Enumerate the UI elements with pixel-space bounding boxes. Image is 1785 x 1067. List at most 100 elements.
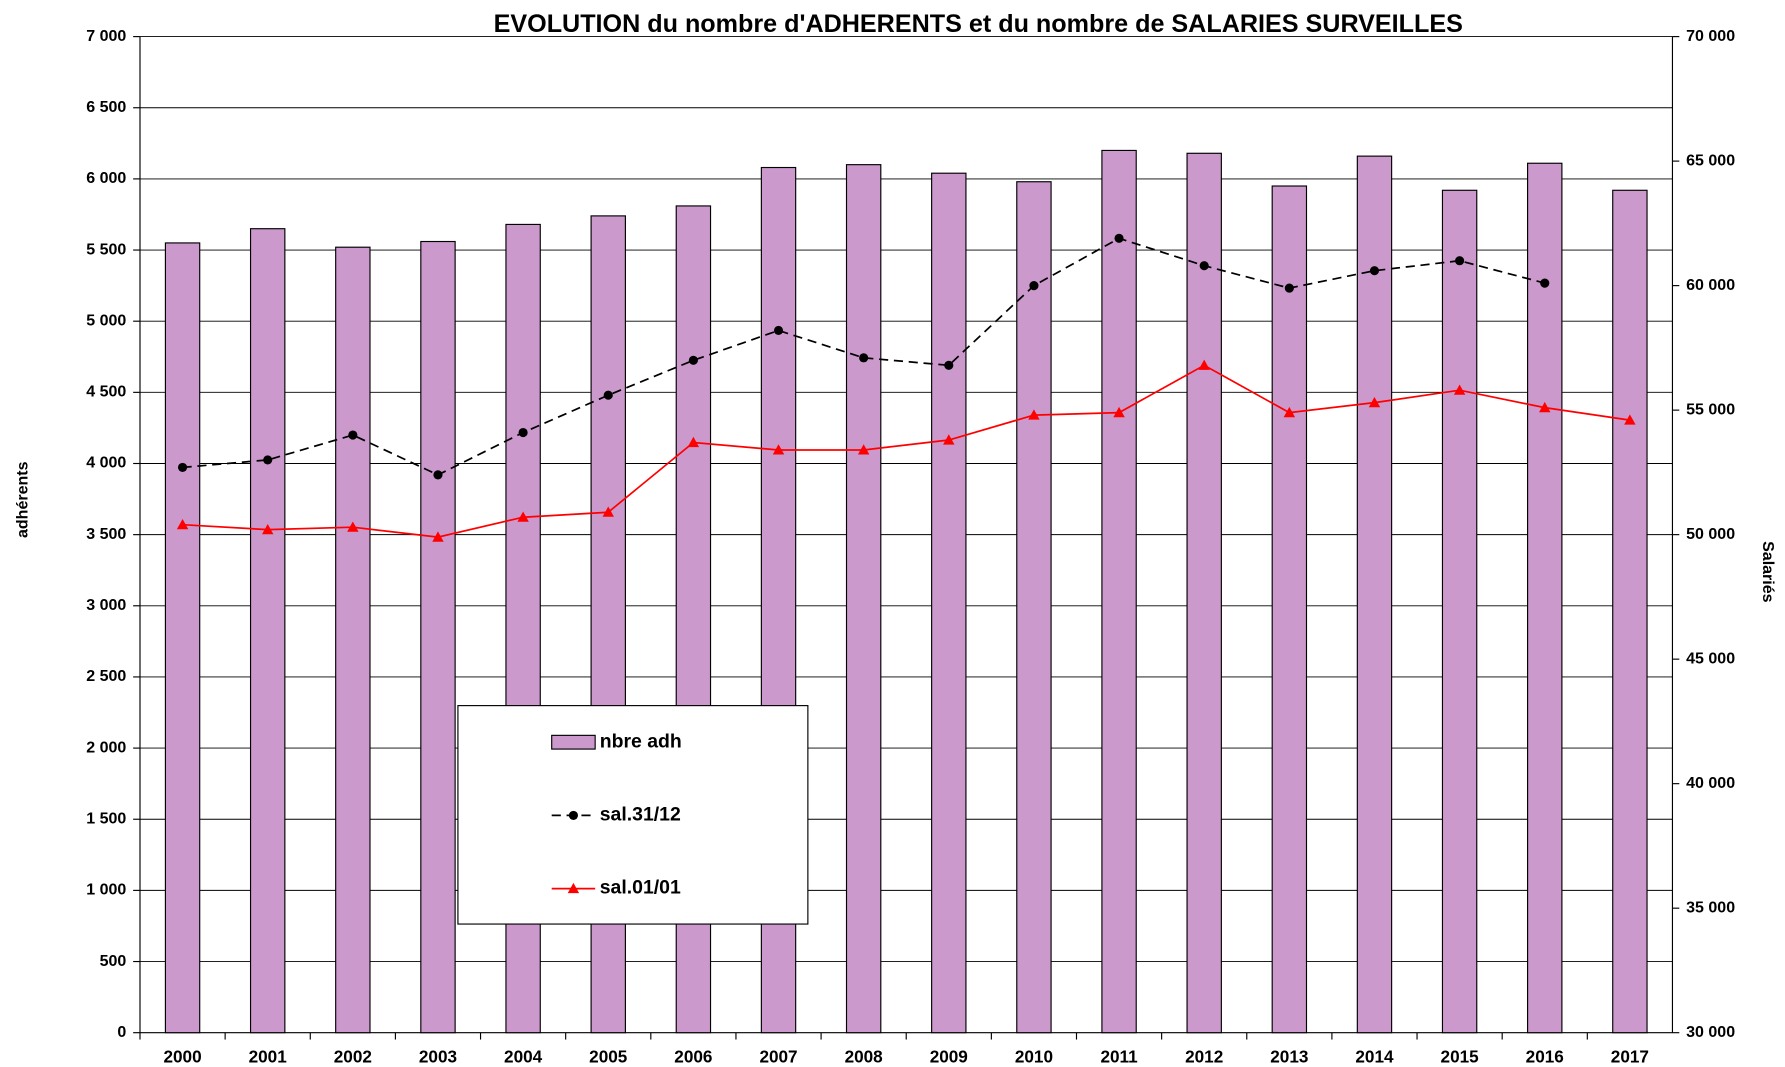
y-tick-label: 2 500 — [86, 668, 126, 685]
y2-tick-label: 55 000 — [1686, 401, 1735, 418]
y-tick-label: 4 000 — [86, 455, 126, 472]
legend-marker — [568, 810, 579, 820]
y-tick-label: 1 500 — [86, 810, 126, 827]
x-tick-label: 2015 — [1441, 1046, 1480, 1066]
x-tick-label: 2003 — [419, 1046, 457, 1066]
marker — [177, 462, 188, 472]
y2-tick-label: 65 000 — [1686, 152, 1735, 169]
y-tick-label: 1 000 — [86, 882, 126, 899]
marker — [602, 506, 614, 517]
chart-title: EVOLUTION du nombre d'ADHERENTS et du no… — [494, 10, 1463, 38]
marker — [261, 523, 274, 535]
x-tick-label: 2017 — [1611, 1046, 1649, 1066]
marker — [517, 511, 529, 522]
y2-tick-label: 45 000 — [1686, 650, 1735, 667]
x-tick-label: 2002 — [334, 1046, 372, 1066]
x-tick-label: 2008 — [845, 1046, 883, 1066]
x-tick-label: 2001 — [249, 1046, 288, 1066]
y-axis-label: adhérents — [15, 461, 32, 538]
y-tick-label: 6 500 — [86, 99, 126, 116]
y2-axis-label: Salariés — [1759, 541, 1776, 602]
marker — [687, 436, 700, 448]
bar — [931, 172, 967, 1034]
y-tick-label: 7 000 — [86, 28, 126, 45]
x-tick-label: 2005 — [589, 1046, 628, 1066]
legend-label: sal.31/12 — [600, 804, 681, 826]
x-tick-label: 2013 — [1270, 1046, 1308, 1066]
marker — [772, 444, 785, 455]
x-tick-label: 2007 — [759, 1046, 797, 1066]
marker — [432, 531, 444, 542]
y-tick-label: 500 — [100, 953, 127, 970]
marker — [1198, 359, 1210, 370]
marker — [1199, 261, 1209, 271]
marker — [1283, 406, 1296, 418]
y2-tick-label: 40 000 — [1686, 775, 1735, 792]
bar — [1441, 189, 1478, 1034]
legend-marker — [567, 882, 580, 894]
marker — [859, 353, 869, 363]
marker — [1368, 396, 1381, 408]
y-tick-label: 4 500 — [86, 384, 126, 401]
x-tick-label: 2016 — [1526, 1046, 1564, 1066]
marker — [1113, 406, 1125, 418]
marker — [176, 518, 189, 530]
y-tick-label: 6 000 — [86, 170, 126, 187]
marker — [688, 355, 698, 365]
x-tick-label: 2011 — [1100, 1046, 1138, 1066]
bar — [1356, 155, 1393, 1034]
marker — [263, 455, 273, 465]
marker — [1028, 409, 1040, 420]
y-tick-label: 5 000 — [86, 312, 126, 329]
bar — [335, 246, 371, 1034]
bar — [420, 240, 456, 1034]
bar — [1527, 162, 1563, 1034]
marker — [1539, 401, 1551, 413]
bar — [845, 164, 882, 1034]
marker — [1369, 266, 1380, 276]
bar — [1271, 185, 1308, 1034]
marker — [348, 430, 358, 440]
marker — [433, 470, 443, 480]
marker — [943, 434, 955, 445]
bar — [1612, 189, 1648, 1034]
y2-tick-label: 50 000 — [1686, 526, 1735, 543]
y2-tick-label: 70 000 — [1686, 28, 1735, 45]
x-tick-label: 2000 — [163, 1046, 201, 1066]
bar — [164, 242, 201, 1034]
y2-tick-label: 35 000 — [1686, 899, 1735, 916]
marker — [1114, 233, 1124, 243]
x-tick-label: 2009 — [930, 1046, 968, 1066]
y-tick-label: 0 — [117, 1024, 126, 1041]
bar — [1101, 149, 1137, 1034]
x-tick-label: 2006 — [674, 1046, 712, 1066]
marker — [1540, 278, 1550, 288]
marker — [1455, 256, 1465, 266]
y2-tick-label: 60 000 — [1686, 277, 1735, 294]
marker — [857, 444, 870, 455]
y-tick-label: 3 500 — [86, 526, 126, 543]
y-tick-label: 2 000 — [86, 739, 126, 756]
bar — [1016, 181, 1052, 1034]
bar — [1186, 152, 1222, 1034]
y-tick-label: 5 500 — [86, 241, 126, 258]
x-tick-label: 2004 — [504, 1046, 543, 1066]
marker — [1029, 281, 1039, 291]
marker — [603, 390, 613, 400]
legend-box — [457, 705, 809, 925]
bar — [249, 228, 286, 1034]
legend-label: sal.01/01 — [600, 877, 681, 899]
x-tick-label: 2014 — [1355, 1046, 1394, 1066]
x-tick-label: 2010 — [1015, 1046, 1053, 1066]
legend: nbre adh sal.31/12 sal.01/01 — [457, 705, 809, 925]
legend-label: nbre adh — [600, 730, 682, 752]
x-tick-label: 2012 — [1185, 1046, 1223, 1066]
marker — [773, 325, 784, 336]
line — [182, 364, 1631, 539]
marker — [1284, 283, 1294, 293]
y2-tick-label: 30 000 — [1686, 1024, 1735, 1041]
legend-swatch — [551, 734, 596, 750]
y-tick-label: 3 000 — [86, 597, 126, 614]
marker — [944, 360, 954, 370]
